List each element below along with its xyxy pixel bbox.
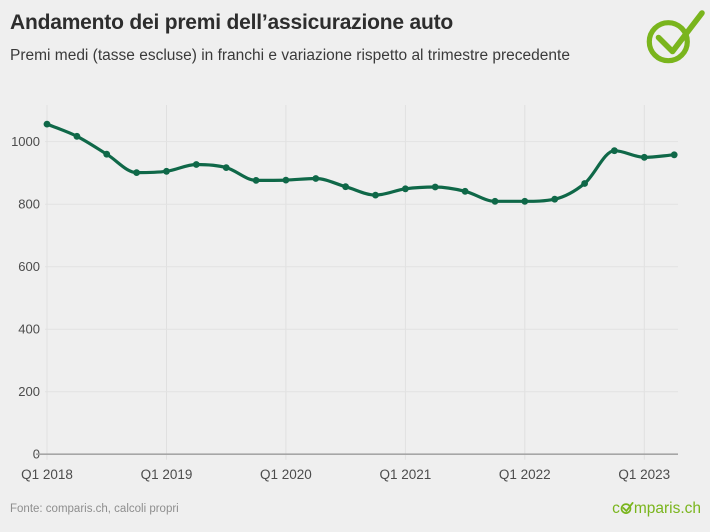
x-tick-label: Q1 2019 xyxy=(141,467,193,482)
y-tick-label: 600 xyxy=(18,259,40,274)
x-tick-label: Q1 2023 xyxy=(618,467,670,482)
source-note: Fonte: comparis.ch, calcoli propri xyxy=(10,503,179,515)
data-point xyxy=(431,183,439,191)
y-tick-label: 800 xyxy=(18,197,40,212)
comparis-logo: c mparis.ch xyxy=(612,500,701,518)
data-point xyxy=(43,120,51,128)
data-point xyxy=(222,164,230,172)
chart-subtitle: Premi medi (tasse escluse) in franchi e … xyxy=(10,47,570,64)
x-tick-label: Q1 2020 xyxy=(260,467,312,482)
data-point xyxy=(551,195,559,203)
data-point xyxy=(312,175,320,182)
data-point xyxy=(133,169,141,177)
data-point xyxy=(103,150,111,158)
data-point xyxy=(521,197,529,205)
check-circle xyxy=(646,20,690,64)
x-tick-label: Q1 2022 xyxy=(499,467,551,482)
data-point xyxy=(461,187,469,195)
data-point xyxy=(581,180,588,187)
data-point xyxy=(342,183,349,191)
data-point xyxy=(640,153,648,161)
data-point xyxy=(73,132,81,140)
data-point xyxy=(252,177,260,184)
y-tick-label: 400 xyxy=(18,322,40,337)
chart-title: Andamento dei premi dell’assicurazione a… xyxy=(10,11,454,34)
y-tick-label: 200 xyxy=(18,384,40,399)
logo-check-icon xyxy=(620,501,634,514)
x-tick-label: Q1 2018 xyxy=(21,467,73,482)
check-mark xyxy=(655,10,705,55)
comparis-check-icon xyxy=(646,10,705,64)
x-tick-label: Q1 2021 xyxy=(380,467,432,482)
premium-trend-line-chart: Q1 2018 Q1 2019 Q1 2020 Q1 2021 Q1 2022 Q1 20… xyxy=(11,105,678,482)
premium-line xyxy=(45,122,676,203)
data-point xyxy=(402,185,409,193)
y-tick-label: 1000 xyxy=(11,134,40,149)
data-point xyxy=(192,161,200,168)
data-point xyxy=(372,191,379,199)
logo-text-suffix: mparis.ch xyxy=(633,500,701,517)
data-point xyxy=(282,176,290,184)
data-point xyxy=(163,167,170,175)
logo-text-prefix: c xyxy=(612,500,620,517)
data-point xyxy=(491,197,499,205)
data-point xyxy=(611,147,618,155)
data-point xyxy=(670,151,678,159)
